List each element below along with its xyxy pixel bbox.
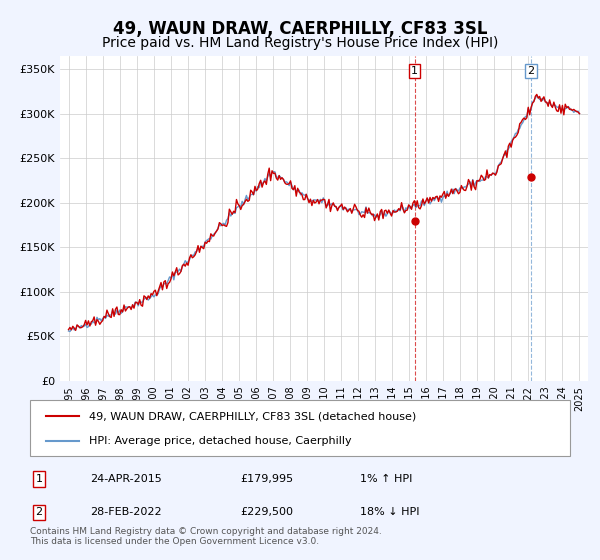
Text: 28-FEB-2022: 28-FEB-2022 (90, 507, 161, 517)
Text: 1% ↑ HPI: 1% ↑ HPI (360, 474, 412, 484)
Text: 24-APR-2015: 24-APR-2015 (90, 474, 162, 484)
Text: £229,500: £229,500 (240, 507, 293, 517)
Text: 18% ↓ HPI: 18% ↓ HPI (360, 507, 419, 517)
Text: 49, WAUN DRAW, CAERPHILLY, CF83 3SL (detached house): 49, WAUN DRAW, CAERPHILLY, CF83 3SL (det… (89, 411, 416, 421)
Text: Price paid vs. HM Land Registry's House Price Index (HPI): Price paid vs. HM Land Registry's House … (102, 36, 498, 50)
Text: 49, WAUN DRAW, CAERPHILLY, CF83 3SL: 49, WAUN DRAW, CAERPHILLY, CF83 3SL (113, 20, 487, 38)
Text: Contains HM Land Registry data © Crown copyright and database right 2024.
This d: Contains HM Land Registry data © Crown c… (30, 526, 382, 546)
Text: HPI: Average price, detached house, Caerphilly: HPI: Average price, detached house, Caer… (89, 436, 352, 446)
Text: 2: 2 (527, 66, 535, 76)
Text: 1: 1 (411, 66, 418, 76)
Text: 1: 1 (35, 474, 43, 484)
FancyBboxPatch shape (30, 400, 570, 456)
Text: 2: 2 (35, 507, 43, 517)
Text: £179,995: £179,995 (240, 474, 293, 484)
